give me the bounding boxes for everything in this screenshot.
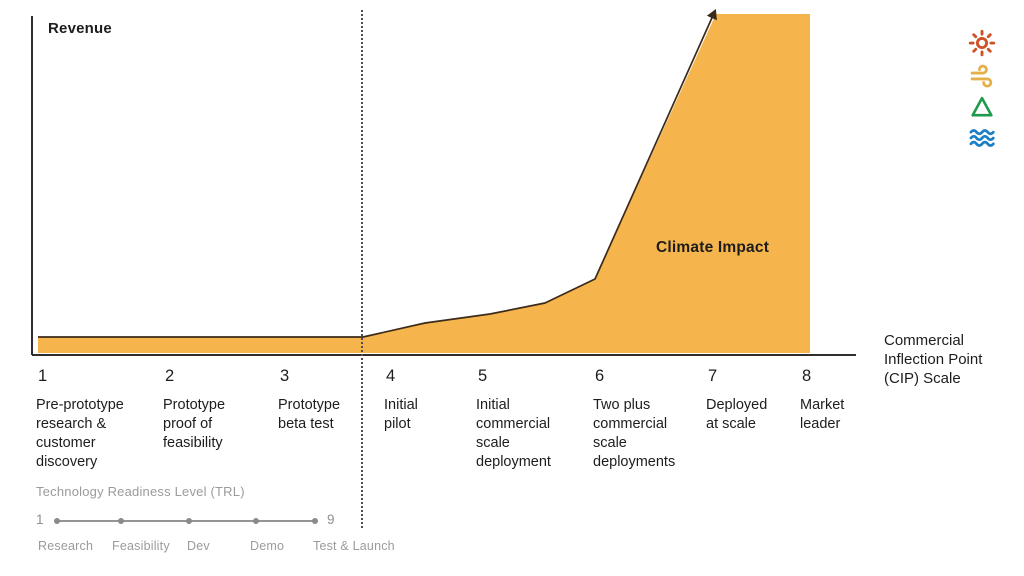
water-icon [969, 129, 995, 147]
stage-number: 3 [280, 367, 290, 385]
stage-number: 2 [165, 367, 175, 385]
cip-stage-1: 1 Pre-prototype research & customer disc… [36, 367, 148, 472]
stage-description: Pre-prototype research & customer discov… [36, 397, 124, 470]
trl-dot [186, 518, 192, 524]
pilot-stage-dotted-divider [361, 10, 363, 528]
trl-dot [253, 518, 259, 524]
trl-dot [118, 518, 124, 524]
cip-stage-6: 6 Two plus commercial scale deployments [593, 367, 689, 472]
cip-stage-5: 5 Initial commercial scale deployment [476, 367, 568, 472]
stage-number: 5 [478, 367, 488, 385]
cip-stage-7: 7 Deployed at scale [706, 367, 780, 434]
trl-scale-start: 1 [36, 512, 44, 527]
trl-dot [54, 518, 60, 524]
trl-title: Technology Readiness Level (TRL) [36, 484, 245, 499]
stage-number: 4 [386, 367, 396, 385]
cip-stage-4: 4 Initial pilot [384, 367, 436, 434]
wind-icon [970, 64, 993, 88]
cip-stage-2: 2 Prototype proof of feasibility [163, 367, 249, 453]
impact-area-fill [38, 14, 810, 353]
trl-phase-dev: Dev [187, 539, 210, 553]
impact-area-outline [38, 8, 717, 338]
stage-description: Prototype beta test [278, 397, 341, 432]
stage-description: Initial pilot [384, 397, 418, 432]
stage-description: Two plus commercial scale deployments [593, 397, 676, 470]
stage-number: 7 [708, 367, 718, 385]
trl-dot [312, 518, 318, 524]
trl-phase-research: Research [38, 539, 94, 553]
stage-number: 1 [38, 367, 48, 385]
stage-description: Deployed at scale [706, 397, 768, 432]
stage-number: 8 [802, 367, 812, 385]
cip-stage-8: 8 Market leader [800, 367, 862, 434]
x-axis-line [32, 354, 856, 356]
trl-phase-feasibility: Feasibility [112, 539, 170, 553]
stage-description: Market leader [800, 397, 845, 432]
x-axis-title: Commercial Inflection Point (CIP) Scale [884, 332, 983, 387]
trl-phase-test-launch: Test & Launch [313, 539, 395, 553]
mountain-icon [971, 96, 993, 117]
y-axis-line [31, 16, 33, 355]
sun-icon [968, 29, 996, 57]
stage-description: Prototype proof of feasibility [163, 397, 226, 451]
y-axis-title: Revenue [48, 20, 112, 37]
trl-phase-demo: Demo [250, 539, 285, 553]
area-label: Climate Impact [656, 239, 770, 256]
stage-description: Initial commercial scale deployment [476, 397, 551, 470]
trl-scale-end: 9 [327, 512, 335, 527]
cip-stage-3: 3 Prototype beta test [278, 367, 362, 434]
stage-number: 6 [595, 367, 605, 385]
element-icons [965, 28, 999, 152]
